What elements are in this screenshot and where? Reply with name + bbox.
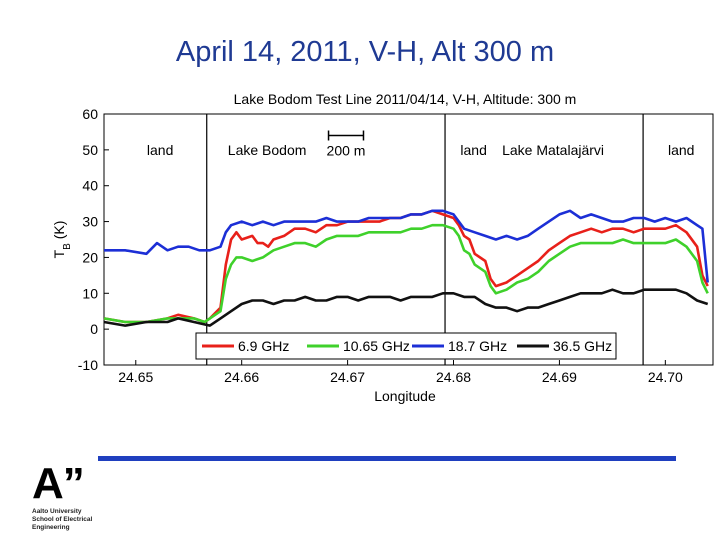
logo-mark: A” [32, 459, 85, 508]
university-logo: A” Aalto University School of Electrical… [32, 462, 142, 540]
x-tick-label: 24.70 [648, 369, 683, 385]
region-label: Lake Matalajärvi [502, 142, 604, 158]
legend-label: 6.9 GHz [238, 338, 289, 354]
legend-label: 36.5 GHz [553, 338, 612, 354]
y-tick-label: 50 [82, 142, 98, 158]
x-tick-label: 24.67 [330, 369, 365, 385]
footer-rule [98, 456, 676, 461]
y-tick-label: 30 [82, 214, 98, 230]
series-line-18-7-ghz [104, 209, 709, 283]
region-label: Lake Bodom [228, 142, 307, 158]
y-axis-label-text: TB (K) [51, 221, 73, 259]
y-tick-label: 40 [82, 178, 98, 194]
y-tick-label: -10 [78, 357, 98, 373]
legend-label: 10.65 GHz [343, 338, 410, 354]
logo-line-1: Aalto University [32, 508, 82, 515]
series-line-10-65-ghz [103, 223, 709, 324]
logo-line-2: School of Electrical [32, 516, 93, 523]
x-tick-label: 24.65 [118, 369, 153, 385]
scale-bar-label: 200 m [327, 143, 366, 159]
region-label: land [460, 142, 486, 158]
legend-label: 18.7 GHz [448, 338, 507, 354]
legend: 6.9 GHz 10.65 GHz 18.7 GHz 36.5 GHz [195, 332, 617, 360]
tb-longitude-chart: Lake Bodom Test Line 2011/04/14, V-H, Al… [51, 91, 714, 404]
y-tick-label: 10 [82, 285, 98, 301]
series-line-36-5-ghz [103, 288, 709, 327]
region-label: land [668, 142, 694, 158]
x-axis-label: Longitude [374, 388, 436, 404]
region-label: land [147, 142, 173, 158]
y-tick-label: 0 [90, 321, 98, 337]
y-axis-label: TB (K) [51, 221, 73, 259]
logo-text: Aalto University School of Electrical En… [32, 508, 92, 532]
x-tick-label: 24.68 [436, 369, 471, 385]
x-tick-label: 24.66 [224, 369, 259, 385]
y-tick-label: 20 [82, 249, 98, 265]
x-tick-label: 24.69 [542, 369, 577, 385]
series-line-6-9-ghz [103, 209, 709, 324]
plot-frame [103, 113, 714, 366]
chart-title: Lake Bodom Test Line 2011/04/14, V-H, Al… [234, 91, 577, 107]
plot-area: -10 0 10 20 30 40 50 60 24.65 24.66 24.67 24.68 24.6… [78, 106, 714, 385]
logo-line-3: Engineering [32, 524, 70, 531]
y-tick-label: 60 [82, 106, 98, 122]
slide-title: April 14, 2011, V-H, Alt 300 m [175, 36, 555, 68]
